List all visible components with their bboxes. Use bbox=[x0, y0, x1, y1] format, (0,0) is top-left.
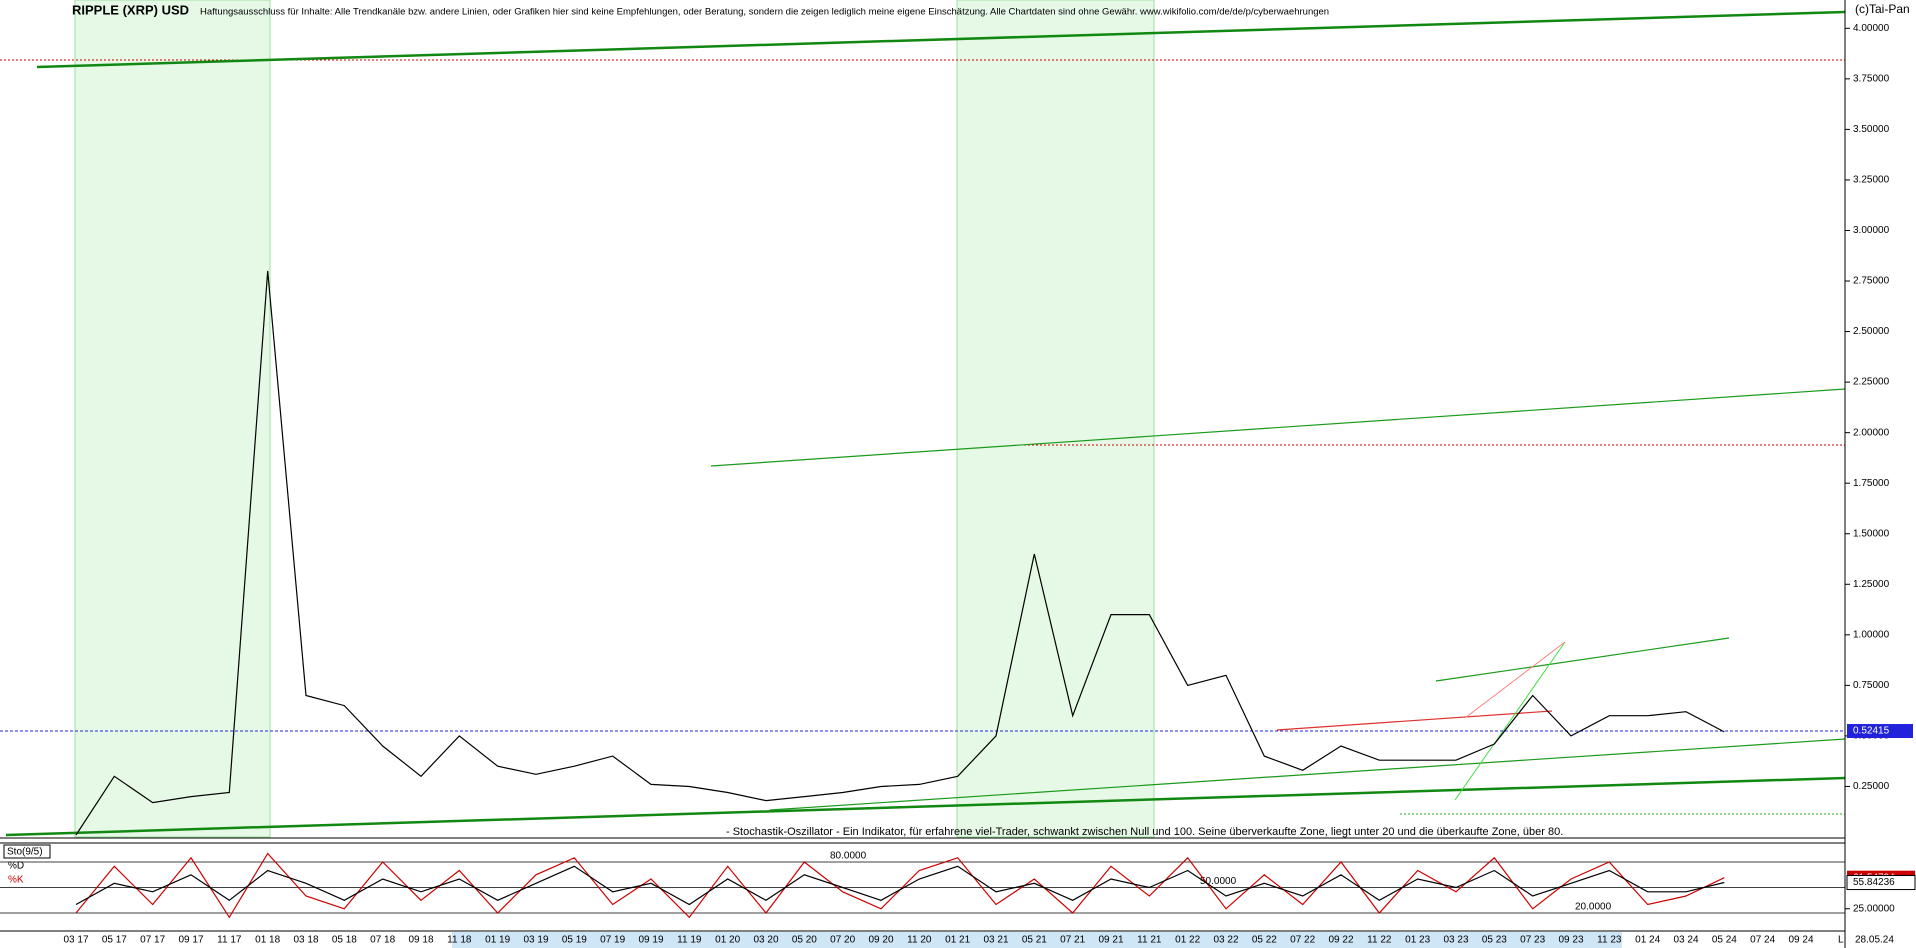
x-tick-label: 09 21 bbox=[1098, 935, 1123, 946]
x-tick-label: 05 18 bbox=[332, 935, 357, 946]
y-tick-label: 0.75000 bbox=[1853, 680, 1890, 691]
price-tag bbox=[1847, 724, 1913, 739]
x-end-label: L bbox=[1838, 935, 1844, 946]
x-tick-label: 03 20 bbox=[753, 935, 778, 946]
x-tick-label: 03 21 bbox=[983, 935, 1008, 946]
x-tick-label: 11 20 bbox=[907, 935, 932, 946]
y-tick-label: 2.75000 bbox=[1853, 276, 1890, 287]
trend-line bbox=[1464, 641, 1566, 719]
x-tick-label: 03 17 bbox=[63, 935, 88, 946]
x-tick-label: 09 22 bbox=[1328, 935, 1353, 946]
x-tick-label: 01 19 bbox=[485, 935, 510, 946]
x-tick-label: 05 19 bbox=[562, 935, 587, 946]
x-tick-label: 07 22 bbox=[1290, 935, 1315, 946]
trend-line bbox=[36, 10, 1846, 69]
value-tag bbox=[1846, 875, 1916, 891]
indicator-title: Sto(9/5) bbox=[7, 847, 43, 858]
x-tick-label: 07 21 bbox=[1060, 935, 1085, 946]
x-tick-label: 09 24 bbox=[1788, 935, 1813, 946]
value-label: 55.84236 bbox=[1853, 877, 1895, 888]
trend-line bbox=[5, 776, 1846, 837]
x-tick-label: 09 20 bbox=[868, 935, 893, 946]
x-tick-label: 01 18 bbox=[255, 935, 280, 946]
x-tick-label: 11 18 bbox=[447, 935, 472, 946]
x-tick-label: 03 19 bbox=[523, 935, 548, 946]
trend-line bbox=[1435, 637, 1730, 682]
trend-line bbox=[710, 388, 1846, 467]
annotation: - Stochastik-Oszillator - Ein Indikator,… bbox=[726, 826, 1563, 838]
y-tick-label: 1.50000 bbox=[1853, 528, 1890, 539]
x-tick-label: 09 23 bbox=[1558, 935, 1583, 946]
y-tick-label: 3.50000 bbox=[1853, 124, 1890, 135]
y-tick-label: 2.50000 bbox=[1853, 326, 1890, 337]
x-tick-label: 07 18 bbox=[370, 935, 395, 946]
x-tick-label: 05 20 bbox=[792, 935, 817, 946]
axis-band bbox=[452, 932, 1622, 948]
x-tick-label: 05 23 bbox=[1482, 935, 1507, 946]
x-tick-label: 07 24 bbox=[1750, 935, 1775, 946]
disclaimer: Haftungsausschluss für Inhalte: Alle Tre… bbox=[200, 7, 1329, 18]
x-tick-label: 07 17 bbox=[140, 935, 165, 946]
y-tick-label: 3.25000 bbox=[1853, 175, 1890, 186]
level-label: 50.0000 bbox=[1200, 876, 1237, 887]
level-label: 20.0000 bbox=[1575, 902, 1612, 913]
trend-line bbox=[769, 738, 1846, 811]
x-tick-label: 05 17 bbox=[102, 935, 127, 946]
x-tick-label: 03 24 bbox=[1673, 935, 1698, 946]
legend-label: %D bbox=[8, 861, 24, 872]
series-line bbox=[75, 865, 1725, 906]
x-tick-label: 11 22 bbox=[1367, 935, 1392, 946]
y-tick-label: 3.00000 bbox=[1853, 225, 1890, 236]
y-tick-label: 1.00000 bbox=[1853, 629, 1890, 640]
y-tick-label: 3.75000 bbox=[1853, 73, 1890, 84]
y-tick-label: 25.00000 bbox=[1853, 903, 1895, 914]
indicator-box bbox=[3, 844, 51, 859]
y-tick-label: 1.75000 bbox=[1853, 478, 1890, 489]
trend-line bbox=[1276, 710, 1553, 731]
y-tick-label: 0.25000 bbox=[1853, 781, 1890, 792]
highlight-zone bbox=[74, 0, 271, 838]
x-tick-label: 07 23 bbox=[1520, 935, 1545, 946]
x-tick-label: 01 24 bbox=[1635, 935, 1660, 946]
series-line bbox=[75, 270, 1725, 836]
x-tick-label: 11 17 bbox=[217, 935, 242, 946]
legend-label: %K bbox=[8, 875, 24, 886]
chart-title: RIPPLE (XRP) USD bbox=[72, 2, 189, 17]
trend-line bbox=[1454, 641, 1566, 801]
x-tick-label: 09 18 bbox=[408, 935, 433, 946]
y-tick-label: 2.00000 bbox=[1853, 427, 1890, 438]
level-label: 80.0000 bbox=[830, 851, 867, 862]
x-tick-label: 01 20 bbox=[715, 935, 740, 946]
x-tick-label: 09 17 bbox=[178, 935, 203, 946]
x-tick-label: 03 18 bbox=[293, 935, 318, 946]
x-tick-label: 05 21 bbox=[1022, 935, 1047, 946]
x-tick-label: 01 21 bbox=[945, 935, 970, 946]
x-tick-label: 05 24 bbox=[1712, 935, 1737, 946]
x-tick-label: 05 22 bbox=[1252, 935, 1277, 946]
x-tick-label: 03 23 bbox=[1443, 935, 1468, 946]
x-tick-label: 01 23 bbox=[1405, 935, 1430, 946]
x-end-label: 28.05.24 bbox=[1855, 935, 1894, 946]
x-tick-label: 09 19 bbox=[638, 935, 663, 946]
x-tick-label: 03 22 bbox=[1213, 935, 1238, 946]
highlight-zone bbox=[956, 0, 1155, 838]
price-label: 0.52415 bbox=[1853, 726, 1890, 737]
x-tick-label: 07 19 bbox=[600, 935, 625, 946]
source: (c)Tai-Pan bbox=[1855, 2, 1910, 16]
y-tick-label: 1.25000 bbox=[1853, 579, 1890, 590]
y-tick-label: 4.00000 bbox=[1853, 23, 1890, 34]
x-tick-label: 11 21 bbox=[1137, 935, 1162, 946]
y-tick-label: 2.25000 bbox=[1853, 377, 1890, 388]
x-tick-label: 11 19 bbox=[677, 935, 702, 946]
x-tick-label: 01 22 bbox=[1175, 935, 1200, 946]
x-tick-label: 11 23 bbox=[1597, 935, 1622, 946]
x-tick-label: 07 20 bbox=[830, 935, 855, 946]
